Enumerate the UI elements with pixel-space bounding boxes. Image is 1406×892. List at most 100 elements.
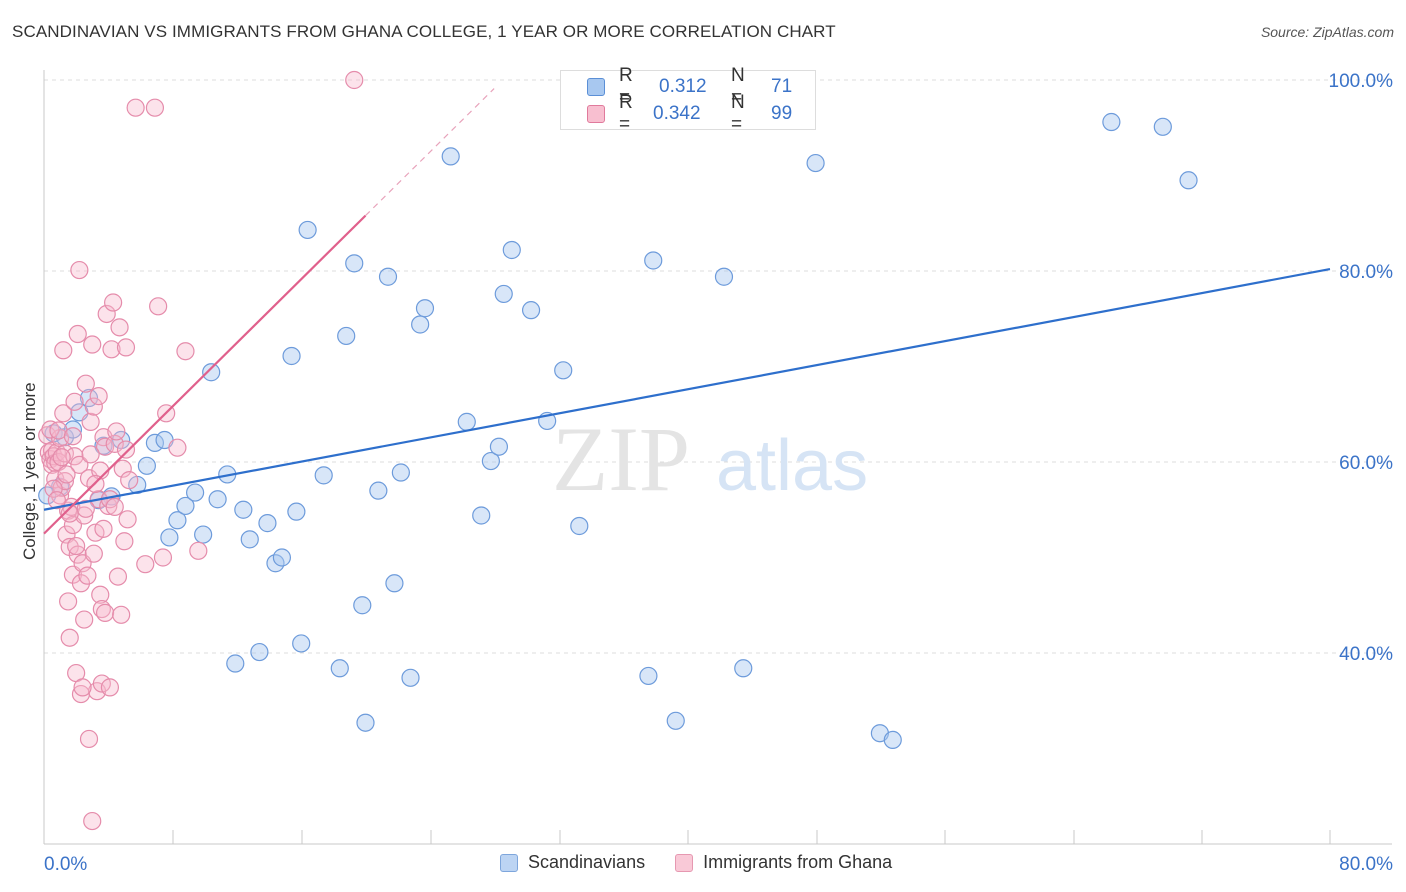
y-tick-label: 40.0% (1339, 644, 1393, 665)
stats-n-label: N = (731, 92, 745, 135)
scandinavian-point (666, 711, 685, 730)
stats-r-label: R = (619, 65, 633, 108)
scandinavian-point (457, 412, 476, 431)
scandinavian-point (330, 659, 349, 678)
ghana-point (120, 471, 139, 490)
ghana-point (176, 342, 195, 361)
y-tick-label: 80.0% (1339, 262, 1393, 283)
scandinavian-point (644, 251, 663, 270)
data-points (38, 70, 1198, 831)
ghana-point (65, 447, 84, 466)
ghana-point (75, 610, 94, 629)
scandinavian-point (194, 525, 213, 544)
scandinavian-point (369, 481, 388, 500)
scandinavian-point (202, 363, 221, 382)
scandinavian-point (168, 511, 187, 530)
scandinavian-point (734, 659, 753, 678)
legend-label-ghana: Immigrants from Ghana (703, 852, 893, 872)
legend-swatch-ghana (675, 853, 694, 872)
ghana-point (81, 412, 100, 431)
ghana-point (75, 506, 94, 525)
scandinavian-point (489, 437, 509, 456)
ghana-point (345, 70, 364, 90)
scandinavian-point (240, 530, 259, 549)
ghana-point (52, 448, 71, 467)
scandinavian-point (472, 506, 491, 525)
ghana-point (116, 440, 136, 459)
ghana-point (83, 811, 102, 831)
x-tick-labels: 0.0% 80.0% (44, 854, 1393, 875)
scandinavian-point (494, 284, 513, 304)
ghana-point (84, 544, 103, 563)
y-axis-label: College, 1 year or more (20, 382, 39, 560)
stats-legend: R = 0.312 N = 71 R = 0.342 N = 99 (560, 65, 816, 135)
ghana-point (118, 510, 137, 529)
scandinavian-point (714, 267, 734, 286)
trend-lines (43, 88, 1331, 535)
scandinavian-point (554, 361, 573, 380)
ghana-point (81, 445, 100, 464)
legend-item-ghana: Immigrants from Ghana (675, 852, 892, 873)
scandinavian-point (282, 346, 301, 366)
stats-n-label: N = (731, 65, 745, 108)
ghana-trend-line (43, 214, 367, 535)
scandinavian-point (345, 254, 364, 273)
ghana-point (104, 293, 123, 312)
scandinavian-point (570, 516, 589, 536)
scandinavian-point (250, 642, 269, 662)
y-tick-label: 100.0% (1329, 71, 1394, 92)
ghana-point (107, 422, 126, 441)
scandinavian-point (63, 420, 83, 439)
ghana-point (59, 592, 78, 611)
scandinavian-point (208, 490, 227, 509)
ghana-point (126, 98, 145, 117)
scandinavian-point (176, 496, 195, 516)
scandinavian-point (391, 463, 410, 482)
ghana-point (70, 260, 89, 280)
y-tick-label: 60.0% (1339, 453, 1393, 474)
ghana-point (89, 387, 108, 406)
ghana-point (60, 628, 79, 647)
source-label: Source: ZipAtlas.com (1260, 24, 1394, 40)
ghana-point (110, 318, 129, 337)
stats-n-value: 71 (771, 76, 793, 97)
scandinavian-point (314, 466, 333, 485)
ghana-point (149, 297, 168, 316)
ghana-point (105, 497, 124, 516)
ghana-point (54, 341, 73, 360)
stats-r-value: 0.342 (653, 103, 701, 124)
ghana-point (100, 678, 120, 697)
ghana-point (115, 532, 134, 551)
ghana-point (108, 567, 128, 586)
scandinavian-point (481, 451, 500, 471)
scandinavian-point (639, 666, 658, 686)
ghana-point (54, 404, 73, 423)
ghana-point (168, 438, 187, 457)
scandinavian-point (1153, 117, 1172, 136)
ghana-point (65, 392, 84, 411)
chart-title: SCANDINAVIAN VS IMMIGRANTS FROM GHANA CO… (12, 22, 836, 41)
scandinavian-point (415, 299, 435, 318)
ghana-point (67, 536, 86, 556)
scandinavian-point (411, 315, 430, 334)
scandinavian-point (38, 486, 57, 505)
scandinavian-point (292, 634, 311, 653)
ghana-point (71, 574, 91, 593)
legend-label-scandinavians: Scandinavians (528, 852, 646, 872)
ghana-point (78, 566, 97, 585)
scandinavian-point (806, 153, 825, 173)
scandinavian-point (1102, 112, 1121, 132)
ghana-point (83, 335, 102, 354)
ghana-point (113, 459, 132, 478)
scandinavian-point (186, 483, 205, 502)
scandinavian-point (160, 528, 179, 547)
ghana-point (189, 541, 208, 560)
ghana-point (112, 605, 131, 624)
ghana-point (44, 479, 63, 498)
ghana-point (94, 519, 113, 538)
scandinavian-point (272, 548, 292, 567)
ghana-point (57, 465, 76, 484)
ghana-point (145, 98, 165, 117)
ghana-point (91, 585, 110, 604)
scandinavian-point (356, 713, 375, 732)
